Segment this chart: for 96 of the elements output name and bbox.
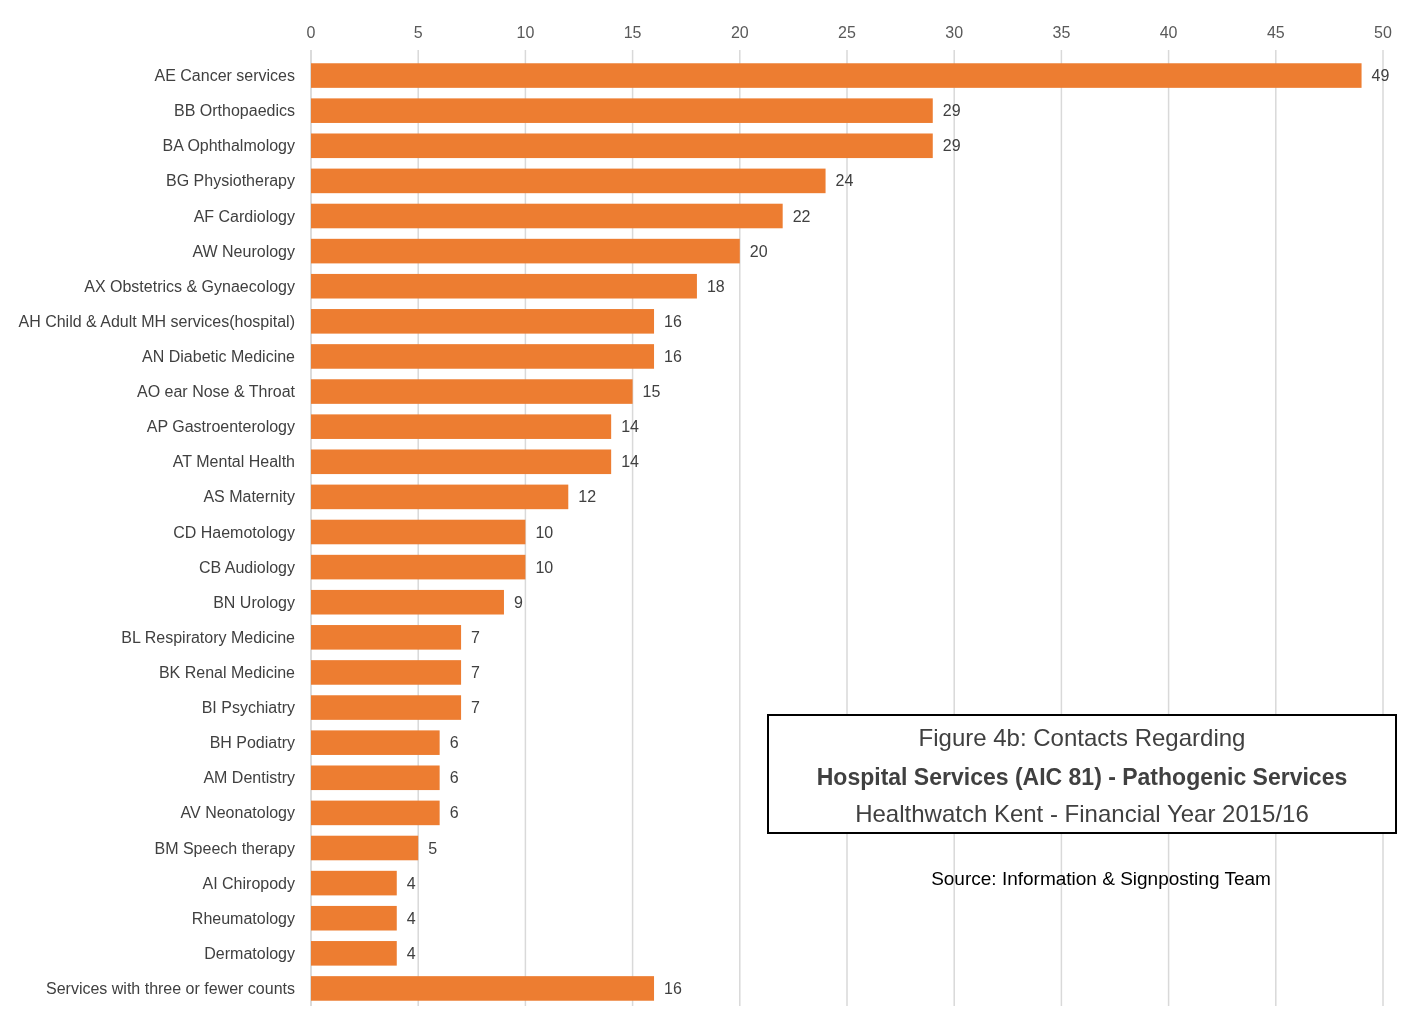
x-tick-label: 50: [1374, 24, 1392, 41]
y-tick-label: CD Haemotology: [173, 523, 295, 541]
data-label: 6: [449, 734, 459, 752]
y-tick-label: BM Speech therapy: [154, 839, 295, 857]
bar: [311, 449, 612, 475]
bar: [311, 625, 462, 650]
bar: [311, 379, 633, 404]
y-tick-label: AH Child & Adult MH services(hospital): [18, 312, 295, 330]
y-tick-label: AE Cancer services: [154, 67, 295, 85]
bar: [311, 589, 504, 615]
data-label: 4: [406, 874, 416, 892]
y-tick-label: AV Neonatology: [180, 804, 295, 822]
x-tick-label: 10: [516, 24, 535, 41]
x-tick-label: 0: [306, 24, 316, 41]
data-label: 7: [471, 664, 481, 682]
data-label: 24: [835, 172, 854, 190]
annotation: Source: Information & Signposting Team: [931, 868, 1271, 889]
bar: [311, 695, 462, 720]
data-label: 49: [1371, 67, 1390, 85]
data-label: 10: [535, 558, 554, 576]
bar: [311, 168, 826, 194]
bar: [311, 835, 419, 861]
data-label: 15: [642, 383, 661, 401]
bar: [311, 309, 655, 334]
y-tick-label: BB Orthopaedics: [174, 102, 295, 120]
y-tick-label: CB Audiology: [198, 558, 295, 576]
bar: [311, 870, 397, 896]
data-label: 14: [621, 418, 640, 436]
x-tick-label: 20: [730, 24, 749, 41]
data-label: 4: [406, 944, 416, 962]
bar: [311, 730, 440, 755]
data-label: 7: [471, 628, 481, 646]
y-tick-label: BN Urology: [213, 593, 295, 611]
data-label: 4: [406, 909, 416, 927]
bar: [311, 238, 740, 264]
bar: [311, 203, 783, 229]
data-label: 6: [449, 804, 459, 822]
y-tick-label: BG Physiotherapy: [166, 172, 295, 190]
bar: [311, 905, 397, 931]
y-tick-label: BL Respiratory Medicine: [121, 628, 296, 646]
x-tick-label: 45: [1266, 24, 1285, 41]
bar: [311, 414, 612, 439]
data-label: 29: [942, 102, 961, 120]
bar: [311, 519, 526, 545]
y-tick-label: BK Renal Medicine: [158, 664, 296, 682]
y-tick-label: AM Dentistry: [203, 769, 295, 787]
y-tick-label: AF Cardiology: [193, 207, 295, 225]
y-tick-label: Services with three or fewer counts: [46, 980, 295, 998]
data-label: 18: [706, 277, 725, 295]
y-tick-label: BA Ophthalmology: [162, 137, 295, 155]
y-tick-label: Rheumatology: [191, 909, 295, 927]
y-tick-label: AO ear Nose & Throat: [137, 383, 296, 401]
data-label: 14: [621, 453, 640, 471]
y-tick-label: Dermatology: [204, 944, 295, 962]
data-label: 29: [942, 137, 961, 155]
bar: [311, 484, 569, 510]
y-tick-label: BH Podiatry: [209, 734, 295, 752]
data-label: 5: [428, 839, 438, 857]
y-tick-label: AT Mental Health: [172, 453, 295, 471]
y-tick-label: AI Chiropody: [202, 874, 295, 892]
bar: [311, 765, 440, 791]
bar: [311, 941, 397, 966]
annotation: Healthwatch Kent - Financial Year 2015/16: [855, 800, 1309, 827]
bar: [311, 976, 655, 1001]
bar: [311, 273, 697, 299]
data-label: 16: [664, 312, 682, 330]
y-tick-label: AP Gastroenterology: [146, 418, 295, 436]
y-tick-label: AW Neurology: [192, 242, 295, 260]
data-label: 12: [578, 488, 597, 506]
y-tick-label: AN Diabetic Medicine: [142, 348, 296, 366]
data-label: 16: [664, 980, 682, 998]
y-tick-label: AS Maternity: [203, 488, 295, 506]
data-label: 7: [471, 699, 481, 717]
y-tick-label: AX Obstetrics & Gynaecology: [84, 277, 295, 295]
bar: [311, 133, 933, 159]
bar: [311, 63, 1362, 88]
data-label: 6: [449, 769, 459, 787]
x-tick-label: 35: [1052, 24, 1071, 41]
data-label: 10: [535, 523, 554, 541]
bar: [311, 660, 462, 685]
bar: [311, 800, 440, 826]
text: Hospital Services (AIC 81) - Pathogenic Services: [816, 764, 1348, 790]
data-label: 16: [664, 348, 682, 366]
x-tick-label: 25: [838, 24, 856, 41]
data-label: 9: [513, 593, 523, 611]
x-tick-label: 30: [945, 24, 964, 41]
y-tick-label: BI Psychiatry: [201, 699, 295, 717]
data-label: 20: [749, 242, 768, 260]
x-tick-label: 40: [1159, 24, 1178, 41]
x-tick-label: 15: [623, 24, 642, 41]
bar: [311, 98, 933, 123]
bar: [311, 344, 655, 369]
text: Figure 4b: Contacts Regarding: [918, 724, 1246, 751]
x-tick-label: 5: [413, 24, 423, 41]
bar: [311, 554, 526, 580]
data-label: 22: [792, 207, 811, 225]
